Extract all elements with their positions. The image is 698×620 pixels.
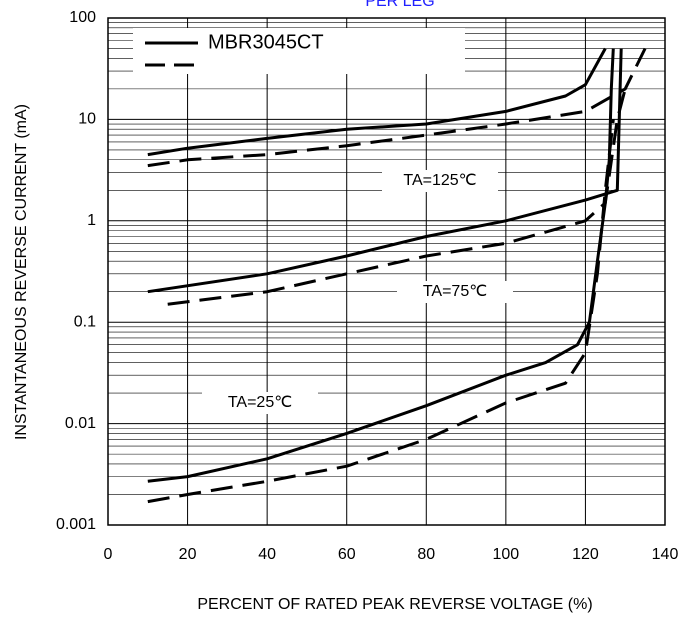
- y-tick-label: 0.1: [74, 313, 96, 330]
- x-tick-label: 80: [417, 546, 435, 563]
- series-line: [147, 48, 615, 483]
- series-line: [147, 119, 615, 504]
- annotation: TA=125℃: [403, 172, 476, 189]
- y-tick-label: 10: [78, 111, 96, 128]
- x-tick-label: 100: [493, 546, 520, 563]
- annotation-bg: [202, 392, 318, 414]
- annotation-bg: [397, 281, 513, 303]
- y-tick-label: 1: [87, 212, 96, 229]
- x-tick-label: 0: [104, 546, 113, 563]
- x-tick-label: 120: [572, 546, 599, 563]
- y-tick-label: 0.01: [65, 415, 96, 432]
- plot-frame: [107, 17, 666, 526]
- legend-label: MBR3045CT: [208, 31, 324, 53]
- annotation: TA=25℃: [228, 394, 292, 411]
- series-line: [167, 88, 627, 306]
- series-line: [147, 48, 623, 294]
- x-tick-label: 60: [338, 546, 356, 563]
- y-tick-label: 100: [69, 9, 96, 26]
- annotation-bg: [382, 170, 498, 192]
- y-axis-label: INSTANTANEOUS REVERSE CURRENT (mA): [13, 104, 30, 440]
- x-tick-label: 140: [652, 546, 679, 563]
- annotation: TA=75℃: [423, 283, 487, 300]
- chart-title: PER LEG: [365, 0, 434, 10]
- y-tick-label: 0.001: [56, 516, 96, 533]
- x-axis-label: PERCENT OF RATED PEAK REVERSE VOLTAGE (%…: [197, 596, 592, 613]
- series-line: [147, 47, 647, 168]
- series-line: [147, 47, 607, 157]
- x-tick-label: 20: [179, 546, 197, 563]
- x-tick-label: 40: [258, 546, 276, 563]
